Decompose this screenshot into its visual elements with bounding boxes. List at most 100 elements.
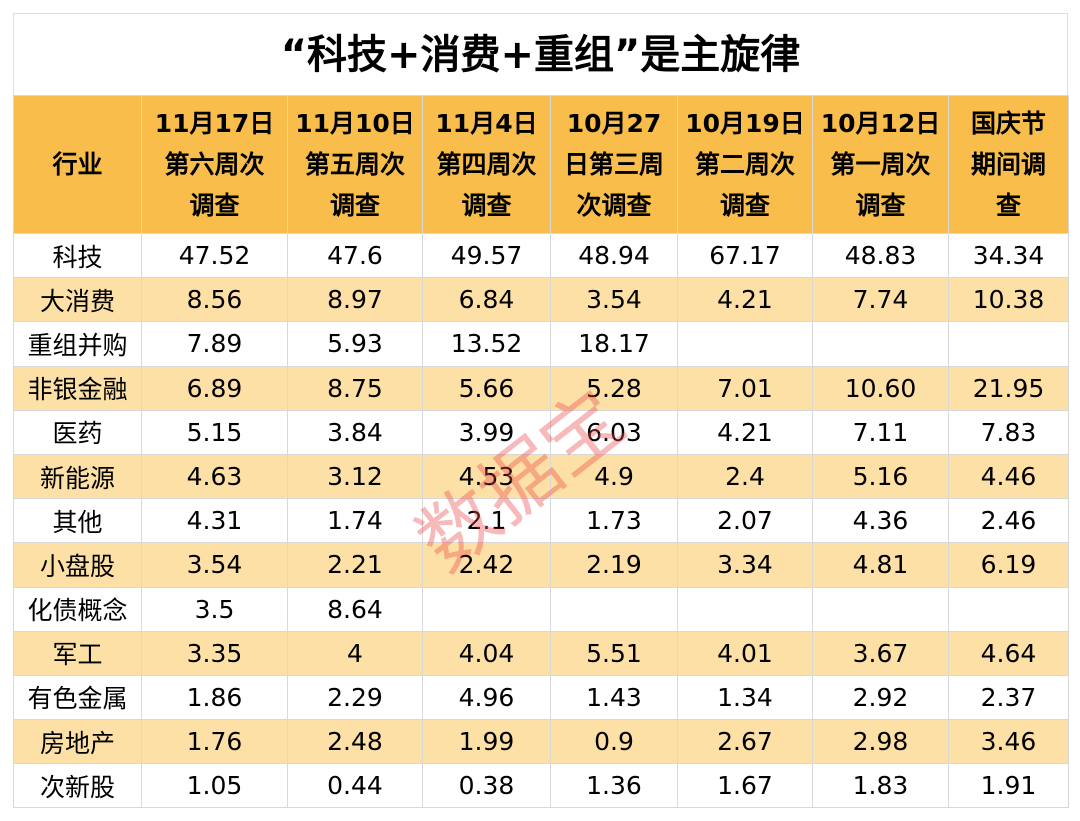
cell: 8.56 bbox=[141, 277, 288, 323]
header-cell: 10月27 日第三周 次调查 bbox=[550, 95, 678, 234]
cell: 2.1 bbox=[422, 498, 551, 544]
cell bbox=[550, 586, 678, 632]
header-line: 次调查 bbox=[576, 191, 652, 220]
row: 军工 3.35 4 4.04 5.51 4.01 3.67 4.64 bbox=[13, 630, 1069, 676]
cell: 1.83 bbox=[812, 763, 949, 809]
cell: 1.76 bbox=[141, 719, 288, 765]
row-label: 其他 bbox=[13, 498, 142, 544]
cell: 4.9 bbox=[550, 453, 678, 500]
cell: 1.73 bbox=[550, 498, 678, 544]
cell: 2.98 bbox=[812, 719, 949, 765]
cell: 5.51 bbox=[550, 630, 678, 676]
cell: 2.21 bbox=[287, 542, 423, 588]
cell: 1.36 bbox=[550, 763, 678, 809]
cell: 3.12 bbox=[287, 453, 423, 500]
row: 非银金融 6.89 8.75 5.66 5.28 7.01 10.60 21.95 bbox=[13, 365, 1069, 411]
cell: 2.92 bbox=[812, 674, 949, 721]
cell: 47.52 bbox=[141, 232, 288, 279]
cell: 4.64 bbox=[948, 630, 1069, 676]
cell: 3.67 bbox=[812, 630, 949, 676]
row-label: 有色金属 bbox=[13, 674, 142, 721]
cell: 1.74 bbox=[287, 498, 423, 544]
header-line: 11月4日 bbox=[435, 109, 538, 138]
cell: 48.94 bbox=[550, 232, 678, 279]
cell: 0.9 bbox=[550, 719, 678, 765]
cell: 4.31 bbox=[141, 498, 288, 544]
cell: 2.42 bbox=[422, 542, 551, 588]
cell: 13.52 bbox=[422, 321, 551, 367]
cell bbox=[948, 586, 1069, 632]
cell: 1.67 bbox=[677, 763, 813, 809]
cell: 4.01 bbox=[677, 630, 813, 676]
cell: 3.99 bbox=[422, 409, 551, 455]
cell: 1.99 bbox=[422, 719, 551, 765]
header-line: 第四周次 bbox=[436, 150, 537, 179]
cell: 4.04 bbox=[422, 630, 551, 676]
row: 重组并购 7.89 5.93 13.52 18.17 bbox=[13, 321, 1069, 367]
cell: 4.36 bbox=[812, 498, 949, 544]
header-line: 调查 bbox=[461, 191, 512, 220]
cell: 8.64 bbox=[287, 586, 423, 632]
row: 小盘股 3.54 2.21 2.42 2.19 3.34 4.81 6.19 bbox=[13, 542, 1069, 588]
cell: 3.84 bbox=[287, 409, 423, 455]
cell bbox=[422, 586, 551, 632]
cell: 6.89 bbox=[141, 365, 288, 411]
cell: 4 bbox=[287, 630, 423, 676]
header-row: 行业 11月17日 第六周次调查 11月10日 第五周次 调查 11月4日第四周次调查 10月… bbox=[13, 95, 1069, 234]
cell: 7.83 bbox=[948, 409, 1069, 455]
cell: 0.44 bbox=[287, 763, 423, 809]
header-cell: 行业 bbox=[13, 95, 142, 234]
cell: 18.17 bbox=[550, 321, 678, 367]
cell: 21.95 bbox=[948, 365, 1069, 411]
cell: 5.66 bbox=[422, 365, 551, 411]
cell: 4.46 bbox=[948, 453, 1069, 500]
header-cell: 10月19日 第二周次 调查 bbox=[677, 95, 813, 234]
cell: 4.21 bbox=[677, 409, 813, 455]
cell: 0.38 bbox=[422, 763, 551, 809]
cell: 1.91 bbox=[948, 763, 1069, 809]
cell: 2.46 bbox=[948, 498, 1069, 544]
header-cell: 国庆节 期间调查 bbox=[948, 95, 1069, 234]
row-label: 房地产 bbox=[13, 719, 142, 765]
row-label: 新能源 bbox=[13, 453, 142, 500]
cell: 3.54 bbox=[550, 277, 678, 323]
cell: 4.21 bbox=[677, 277, 813, 323]
cell: 2.67 bbox=[677, 719, 813, 765]
header-line: 调查 bbox=[189, 191, 240, 220]
cell: 7.74 bbox=[812, 277, 949, 323]
cell: 3.5 bbox=[141, 586, 288, 632]
cell: 4.53 bbox=[422, 453, 551, 500]
header-cell: 11月10日 第五周次 调查 bbox=[287, 95, 423, 234]
header-line: 日第三周 bbox=[563, 150, 664, 179]
cell: 6.19 bbox=[948, 542, 1069, 588]
cell: 8.75 bbox=[287, 365, 423, 411]
cell: 8.97 bbox=[287, 277, 423, 323]
cell: 5.15 bbox=[141, 409, 288, 455]
cell: 5.93 bbox=[287, 321, 423, 367]
cell: 7.01 bbox=[677, 365, 813, 411]
cell: 5.28 bbox=[550, 365, 678, 411]
header-line: 国庆节 bbox=[970, 109, 1046, 138]
table: 行业 11月17日 第六周次调查 11月10日 第五周次 调查 11月4日第四周次调查 10月… bbox=[13, 95, 1069, 809]
cell: 49.57 bbox=[422, 232, 551, 279]
title: “科技+消费+重组”是主旋律 bbox=[13, 13, 1068, 95]
cell: 6.03 bbox=[550, 409, 678, 455]
cell: 3.35 bbox=[141, 630, 288, 676]
header-line: 11月10日 bbox=[295, 109, 415, 138]
row: 房地产 1.76 2.48 1.99 0.9 2.67 2.98 3.46 bbox=[13, 719, 1069, 765]
header-line: 11月17日 bbox=[154, 109, 275, 138]
cell: 5.16 bbox=[812, 453, 949, 500]
cell bbox=[812, 321, 949, 367]
cell: 34.34 bbox=[948, 232, 1069, 279]
row: 大消费 8.56 8.97 6.84 3.54 4.21 7.74 10.38 bbox=[13, 277, 1069, 323]
cell: 7.89 bbox=[141, 321, 288, 367]
cell: 1.86 bbox=[141, 674, 288, 721]
cell: 2.19 bbox=[550, 542, 678, 588]
row-label: 军工 bbox=[13, 630, 142, 676]
header-line: 10月19日 bbox=[685, 109, 805, 138]
cell: 6.84 bbox=[422, 277, 551, 323]
row: 有色金属 1.86 2.29 4.96 1.43 1.34 2.92 2.37 bbox=[13, 674, 1069, 721]
header-line: 10月12日 bbox=[820, 109, 941, 138]
header-line: 第六周次 bbox=[164, 150, 265, 179]
row-label: 次新股 bbox=[13, 763, 142, 809]
